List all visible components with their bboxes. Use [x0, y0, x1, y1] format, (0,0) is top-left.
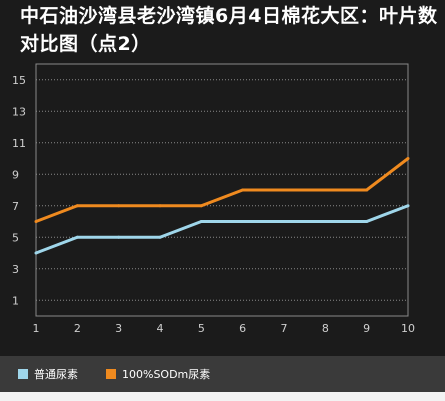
data-point-series-2-x1	[34, 220, 38, 223]
x-tick-label-6: 6	[239, 322, 246, 335]
x-tick-label-3: 3	[115, 322, 122, 335]
data-point-series-2-x4	[158, 204, 162, 208]
x-tick-label-10: 10	[401, 322, 415, 335]
chart-title: 中石油沙湾县老沙湾镇6月4日棉花大区：叶片数对比图（点2）	[20, 5, 438, 55]
legend: 普通尿素 100%SODm尿素	[0, 356, 445, 392]
y-tick-label-5: 5	[12, 231, 19, 244]
x-tick-label-9: 9	[363, 322, 370, 335]
legend-swatch-series-1	[18, 369, 28, 379]
legend-item-series-2[interactable]: 100%SODm尿素	[106, 366, 210, 382]
data-point-series-2-x5	[199, 204, 203, 208]
data-point-series-1-x4	[158, 235, 162, 239]
y-tick-label-13: 13	[12, 105, 26, 118]
y-tick-label-11: 11	[12, 137, 26, 150]
y-tick-label-7: 7	[12, 200, 19, 213]
x-tick-label-4: 4	[157, 322, 164, 335]
data-point-series-1-x3	[117, 235, 121, 239]
data-point-series-2-x7	[282, 188, 286, 192]
y-tick-label-1: 1	[12, 294, 19, 307]
data-point-series-2-x9	[365, 188, 369, 192]
data-point-series-2-x2	[75, 204, 79, 208]
data-point-series-1-x9	[365, 220, 369, 223]
y-tick-label-3: 3	[12, 263, 19, 276]
data-point-series-1-x7	[282, 220, 286, 223]
bottom-strip	[0, 392, 445, 401]
data-point-series-1-x1	[34, 251, 38, 255]
x-tick-label-7: 7	[281, 322, 288, 335]
x-tick-label-1: 1	[33, 322, 40, 335]
data-point-series-1-x8	[323, 220, 327, 223]
legend-item-series-1[interactable]: 普通尿素	[18, 366, 78, 382]
data-point-series-2-x6	[241, 188, 245, 192]
x-tick-label-5: 5	[198, 322, 205, 335]
series-line-2	[35, 157, 409, 223]
y-tick-label-9: 9	[12, 168, 19, 181]
x-tick-label-8: 8	[322, 322, 329, 335]
plot-border	[35, 63, 409, 317]
x-tick-label-2: 2	[74, 322, 81, 335]
data-point-series-1-x2	[75, 235, 79, 239]
data-point-series-2-x3	[117, 204, 121, 208]
legend-swatch-series-2	[106, 369, 116, 379]
data-point-series-2-x10	[406, 157, 410, 160]
y-tick-label-15: 15	[12, 74, 26, 87]
data-point-series-1-x6	[241, 220, 245, 223]
data-point-series-2-x8	[323, 188, 327, 192]
legend-label-series-1: 普通尿素	[34, 368, 78, 381]
series-line-1	[35, 204, 409, 255]
legend-label-series-2: 100%SODm尿素	[122, 368, 211, 381]
data-point-series-1-x10	[406, 204, 410, 208]
data-point-series-1-x5	[199, 220, 203, 223]
